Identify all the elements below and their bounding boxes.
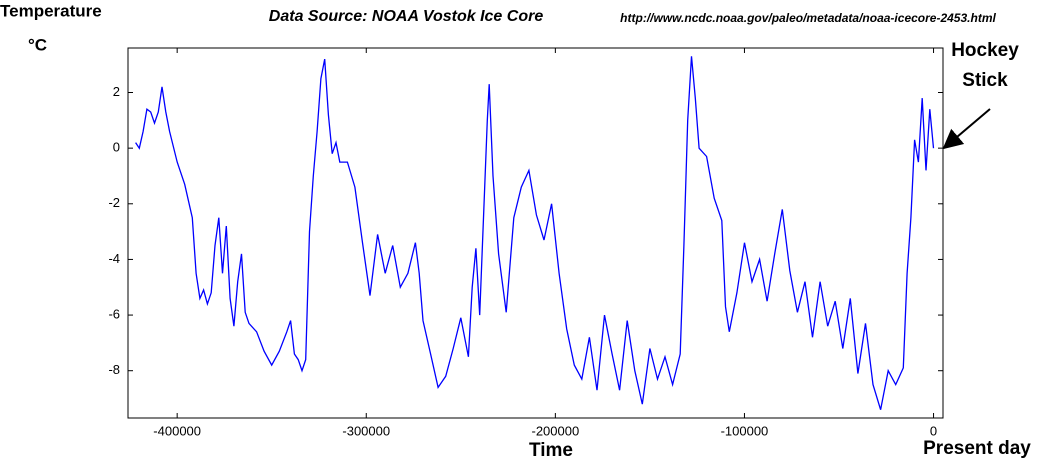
source-url: http://www.ncdc.noaa.gov/paleo/metadata/…	[620, 11, 996, 25]
x-tick-label: -300000	[342, 423, 390, 438]
y-tick-label: -6	[108, 307, 120, 322]
y-axis-unit: °C	[28, 35, 47, 54]
data-line	[135, 56, 935, 410]
x-tick-label: -100000	[721, 423, 769, 438]
annotation: Hockey	[951, 40, 1019, 61]
y-tick-label: 2	[113, 84, 120, 99]
y-tick-label: -2	[108, 195, 120, 210]
plot-frame	[127, 47, 944, 419]
y-tick-label: -4	[108, 251, 120, 266]
annotation-arrow	[942, 108, 991, 150]
y-tick-label: 0	[113, 140, 120, 155]
x-axis-label: Time	[529, 440, 573, 461]
y-axis-label: Temperature	[0, 1, 102, 20]
x-tick-label: 0	[930, 423, 937, 438]
annotation: Stick	[962, 70, 1008, 91]
y-tick-label: -8	[108, 362, 120, 377]
x-tick-label: -200000	[531, 423, 579, 438]
chart-title: Data Source: NOAA Vostok Ice Core	[269, 8, 544, 25]
present-day-label: Present day	[923, 438, 1031, 459]
x-tick-label: -400000	[153, 423, 201, 438]
